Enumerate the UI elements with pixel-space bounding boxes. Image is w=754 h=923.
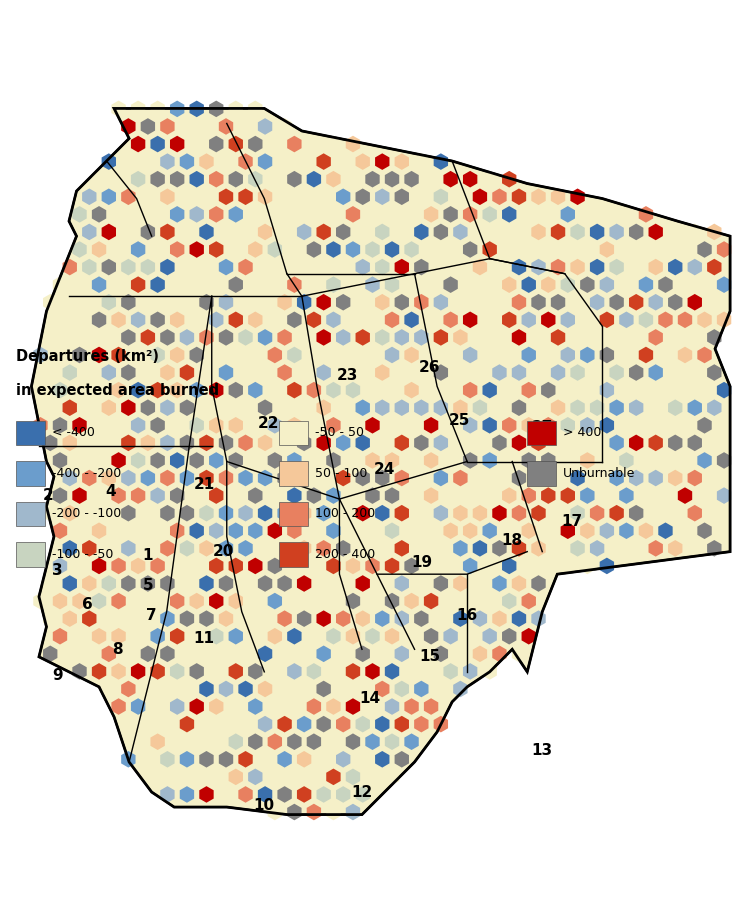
- Text: 9: 9: [53, 668, 63, 683]
- Text: 12: 12: [351, 785, 372, 799]
- Text: -50 - 50: -50 - 50: [315, 426, 364, 439]
- Text: -200 - -100: -200 - -100: [53, 508, 121, 521]
- Text: 13: 13: [532, 743, 553, 758]
- FancyBboxPatch shape: [279, 421, 308, 445]
- Text: 4: 4: [105, 484, 115, 499]
- Text: Unburnable: Unburnable: [563, 467, 636, 480]
- FancyBboxPatch shape: [17, 502, 45, 526]
- Text: 26: 26: [418, 360, 440, 375]
- Text: 1: 1: [143, 548, 153, 563]
- Text: 5: 5: [143, 578, 153, 593]
- Text: 21: 21: [194, 476, 215, 492]
- Text: 22: 22: [257, 416, 279, 431]
- FancyBboxPatch shape: [527, 421, 556, 445]
- FancyBboxPatch shape: [527, 462, 556, 485]
- Text: 200 - 400: 200 - 400: [315, 548, 375, 561]
- Text: in expected area burned: in expected area burned: [17, 383, 219, 398]
- Text: 24: 24: [374, 462, 395, 476]
- Text: 16: 16: [456, 608, 478, 623]
- Polygon shape: [32, 108, 730, 815]
- Text: 14: 14: [359, 690, 380, 706]
- Text: 3: 3: [53, 563, 63, 578]
- Text: 15: 15: [419, 649, 440, 665]
- Text: 50 - 100: 50 - 100: [315, 467, 368, 480]
- FancyBboxPatch shape: [279, 502, 308, 526]
- Text: 25: 25: [449, 413, 470, 427]
- Text: -400 - -200: -400 - -200: [53, 467, 121, 480]
- Text: 19: 19: [412, 556, 433, 570]
- Text: 6: 6: [82, 597, 93, 612]
- Text: > 400: > 400: [563, 426, 602, 439]
- FancyBboxPatch shape: [17, 462, 45, 485]
- Text: 20: 20: [213, 545, 234, 559]
- Text: 100 - 200: 100 - 200: [315, 508, 375, 521]
- Text: 27: 27: [532, 420, 553, 436]
- FancyBboxPatch shape: [279, 462, 308, 485]
- Text: Departures (km²): Departures (km²): [17, 349, 159, 364]
- Text: 7: 7: [146, 608, 157, 623]
- Text: 8: 8: [112, 641, 123, 657]
- Text: 2: 2: [42, 487, 54, 503]
- Text: 10: 10: [254, 798, 275, 813]
- Text: 23: 23: [336, 367, 357, 383]
- Text: -100 - -50: -100 - -50: [53, 548, 114, 561]
- Text: 17: 17: [562, 514, 583, 529]
- FancyBboxPatch shape: [279, 543, 308, 567]
- FancyBboxPatch shape: [17, 543, 45, 567]
- Text: 18: 18: [501, 533, 523, 548]
- Text: 11: 11: [194, 630, 215, 645]
- Text: < -400: < -400: [53, 426, 95, 439]
- FancyBboxPatch shape: [17, 421, 45, 445]
